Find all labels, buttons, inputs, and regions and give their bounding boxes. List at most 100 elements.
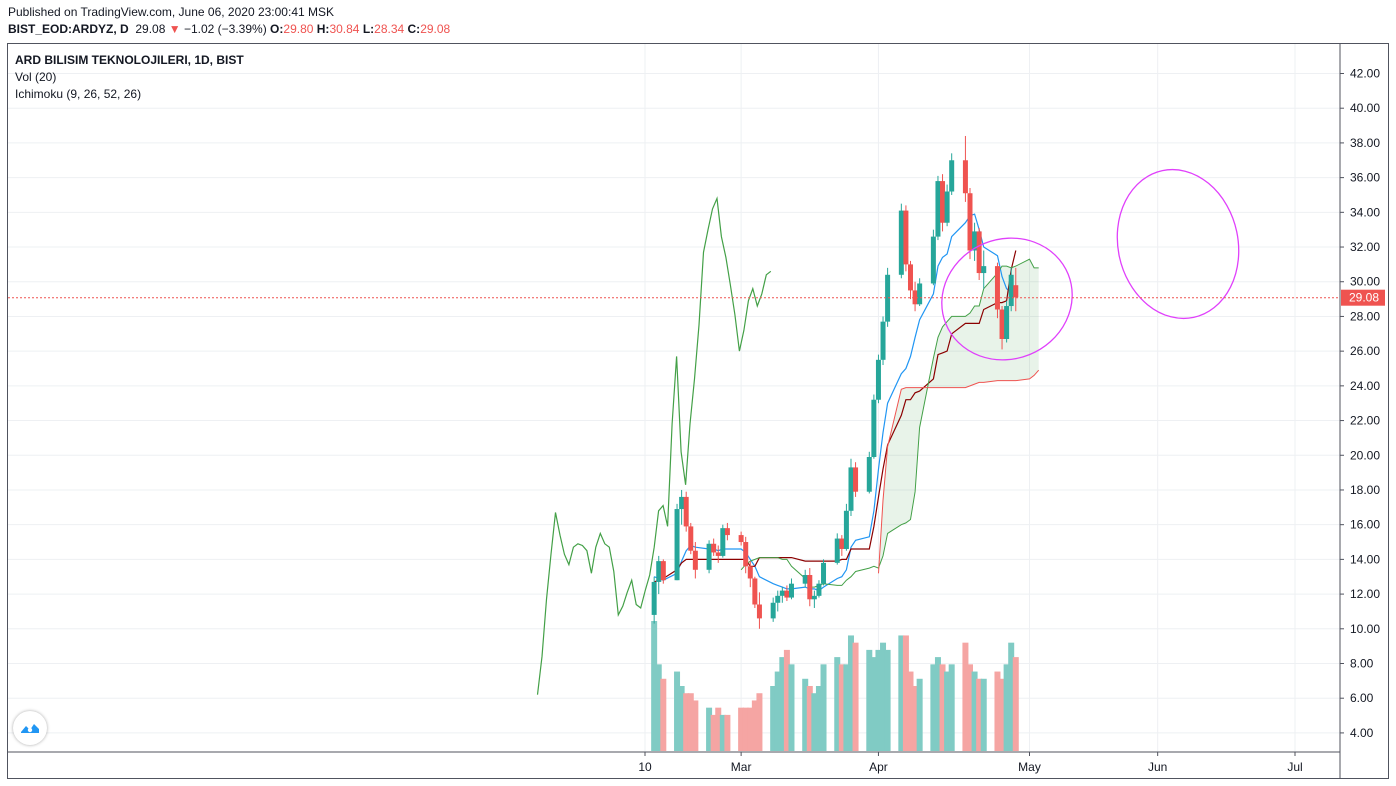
volume-bar-14 (742, 707, 749, 751)
volume-bar-33 (866, 649, 873, 751)
base-line (653, 250, 1017, 583)
time-axis[interactable]: 10 Mar Apr May Jun Jul (8, 751, 1340, 774)
leading-span-b-line (878, 369, 1040, 574)
candle-body-39 (903, 210, 909, 265)
price-tick-label-6: 16.00 (1350, 518, 1380, 532)
candle-body-25 (811, 595, 817, 600)
change-arrow-icon: ▼ (168, 22, 181, 36)
time-tick-label-4: Jun (1148, 760, 1167, 774)
high-value: 30.84 (329, 22, 360, 36)
candle-57 (1013, 267, 1019, 312)
candle-48 (962, 135, 968, 202)
annotation-ellipse-right[interactable] (1104, 158, 1253, 330)
candle-body-49 (967, 193, 973, 251)
candle-body-7 (692, 550, 698, 570)
candle-31 (848, 458, 854, 516)
candle-12 (724, 522, 730, 541)
grid-lines (8, 44, 1340, 752)
price-tick-label-9: 22.00 (1350, 414, 1380, 428)
candle-16 (752, 576, 758, 608)
candle-45 (940, 174, 946, 232)
volume-bar-45 (939, 664, 946, 751)
price-tick-label-1: 6.00 (1350, 691, 1374, 705)
price-tick-label-8: 20.00 (1350, 448, 1380, 462)
candle-18 (770, 597, 776, 622)
volume-bar-22 (788, 664, 795, 751)
candle-body-10 (715, 552, 721, 556)
volume-bar-15 (747, 707, 754, 751)
candle-body-6 (688, 526, 694, 551)
open-value: 29.80 (283, 22, 314, 36)
volume-bar-47 (948, 664, 955, 751)
candle-13 (738, 531, 744, 546)
price-tick-label-11: 26.00 (1350, 344, 1380, 358)
price-tag-label: 29.08 (1349, 291, 1379, 305)
candle-30 (843, 503, 849, 551)
tradingview-logo-icon[interactable] (13, 711, 47, 745)
candle-body-45 (940, 181, 946, 223)
annotation-ellipse-left[interactable] (923, 219, 1090, 380)
volume-bar-26 (815, 686, 822, 751)
time-tick-label-5: Jul (1287, 760, 1302, 774)
candle-11 (720, 524, 726, 558)
time-tick-label-1: Mar (731, 760, 752, 774)
candle-7 (692, 542, 698, 579)
candle-body-42 (917, 283, 923, 305)
price-tick-label-13: 30.00 (1350, 275, 1380, 289)
candle-body-40 (907, 264, 913, 291)
price-tick-label-5: 14.00 (1350, 552, 1380, 566)
ichimoku-legend[interactable]: Ichimoku (9, 26, 52, 26) (15, 87, 142, 101)
volume-bar-42 (916, 678, 923, 751)
candle-49 (967, 188, 973, 260)
candle-53 (994, 262, 1000, 319)
volume-bar-36 (880, 642, 887, 751)
volume-bar-55 (1003, 664, 1010, 751)
candle-body-54 (999, 309, 1005, 339)
candle-body-29 (839, 538, 845, 549)
candle-22 (788, 578, 794, 600)
volume-bar-18 (770, 686, 777, 751)
volume-bar-12 (724, 714, 731, 751)
candle-body-36 (880, 321, 886, 360)
volume-bar-24 (806, 686, 813, 751)
volume-bar-57 (1012, 657, 1019, 751)
volume-bar-29 (838, 664, 845, 751)
volume-bar-9 (710, 714, 717, 751)
candle-3 (674, 503, 680, 581)
price-axis[interactable]: 4.00 6.00 8.00 10.00 12.00 14.00 16.00 18.00 20.… (1339, 44, 1380, 778)
price-tick-label-4: 12.00 (1350, 587, 1380, 601)
candle-20 (779, 587, 785, 603)
chart-frame[interactable] (7, 43, 1389, 779)
ichimoku-lines (536, 196, 1040, 695)
price-tick-label-12: 28.00 (1350, 309, 1380, 323)
candle-37 (885, 267, 891, 327)
candle-40 (907, 260, 913, 300)
candle-body-30 (843, 510, 849, 549)
candle-body-8 (706, 543, 712, 570)
candle-10 (715, 545, 721, 563)
candle-body-35 (875, 359, 881, 400)
price-tick-label-0: 4.00 (1350, 726, 1374, 740)
candle-35 (875, 354, 881, 404)
candle-body-46 (944, 191, 950, 223)
volume-bar-2 (660, 678, 667, 751)
candle-0 (651, 576, 657, 624)
candle-body-2 (660, 561, 666, 581)
volume-bar-19 (774, 671, 781, 751)
candle-23 (802, 569, 808, 588)
candle-body-28 (834, 538, 840, 563)
candle-body-48 (962, 160, 968, 194)
volume-legend[interactable]: Vol (20) (15, 70, 57, 84)
candle-body-16 (752, 578, 758, 605)
candle-21 (784, 585, 790, 602)
price-tick-label-3: 10.00 (1350, 622, 1380, 636)
price-tick-label-14: 32.00 (1350, 240, 1380, 254)
candle-27 (821, 559, 827, 586)
volume-bar-4 (678, 686, 685, 751)
candle-43 (930, 229, 936, 286)
time-tick-label-2: Apr (869, 760, 888, 774)
candle-body-31 (848, 467, 854, 511)
annotation-ellipses[interactable] (923, 158, 1252, 379)
candle-42 (917, 278, 923, 307)
